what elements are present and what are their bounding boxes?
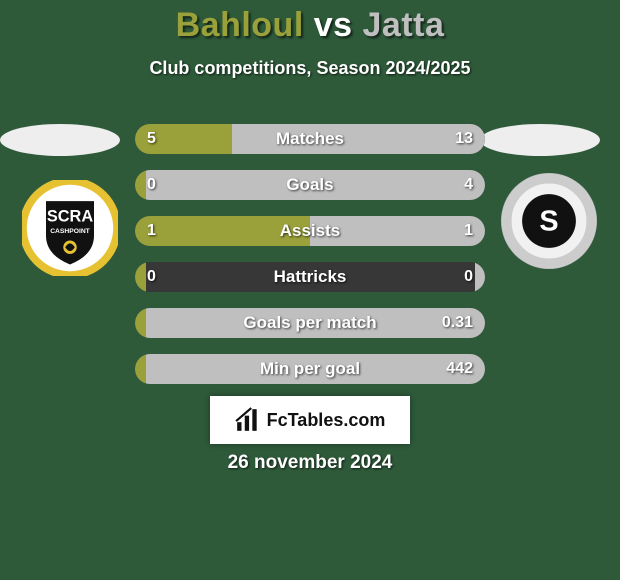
stat-value-left: 5 bbox=[147, 124, 156, 154]
player2-name: Jatta bbox=[363, 6, 445, 44]
stat-row: Goals per match0.31 bbox=[135, 308, 485, 338]
stat-label: Hattricks bbox=[135, 262, 485, 292]
stat-label: Goals bbox=[135, 170, 485, 200]
player1-name: Bahloul bbox=[176, 6, 304, 44]
stat-value-right: 442 bbox=[446, 354, 473, 384]
page-title: Bahloul vs Jatta bbox=[0, 6, 620, 45]
subtitle: Club competitions, Season 2024/2025 bbox=[0, 58, 620, 79]
stat-value-left: 0 bbox=[147, 170, 156, 200]
stat-value-right: 13 bbox=[455, 124, 473, 154]
sturm-badge-icon: S bbox=[501, 173, 597, 269]
brand-watermark: FcTables.com bbox=[210, 396, 410, 444]
stat-row: Goals0 4 bbox=[135, 170, 485, 200]
vs-separator: vs bbox=[314, 6, 353, 44]
stat-label: Assists bbox=[135, 216, 485, 246]
stat-value-right: 4 bbox=[464, 170, 473, 200]
brand-text: FcTables.com bbox=[267, 410, 386, 431]
svg-text:S: S bbox=[539, 206, 558, 238]
date-line: 26 november 2024 bbox=[0, 452, 620, 474]
stat-value-right: 0.31 bbox=[442, 308, 473, 338]
stat-value-left: 0 bbox=[147, 262, 156, 292]
stat-label: Goals per match bbox=[135, 308, 485, 338]
bar-chart-icon bbox=[235, 407, 261, 433]
svg-text:CASHPOINT: CASHPOINT bbox=[50, 228, 90, 235]
svg-text:SCRA: SCRA bbox=[47, 207, 93, 225]
stat-label: Min per goal bbox=[135, 354, 485, 384]
stat-value-right: 1 bbox=[464, 216, 473, 246]
club-badge-right: S bbox=[501, 173, 597, 269]
shadow-ellipse-right bbox=[480, 124, 600, 156]
stats-bars: Matches513Goals04Assists11Hattricks00Goa… bbox=[135, 124, 485, 400]
stat-row: Matches5 13 bbox=[135, 124, 485, 154]
stat-value-left: 1 bbox=[147, 216, 156, 246]
stat-row: Min per goal442 bbox=[135, 354, 485, 384]
stat-row: Assists1 1 bbox=[135, 216, 485, 246]
scra-badge-icon: SCRA CASHPOINT bbox=[22, 180, 118, 276]
stat-row: Hattricks0 0 bbox=[135, 262, 485, 292]
shadow-ellipse-left bbox=[0, 124, 120, 156]
stat-value-right: 0 bbox=[464, 262, 473, 292]
club-badge-left: SCRA CASHPOINT bbox=[22, 180, 118, 276]
stat-label: Matches bbox=[135, 124, 485, 154]
comparison-infographic: Bahloul vs Jatta Club competitions, Seas… bbox=[0, 0, 620, 580]
